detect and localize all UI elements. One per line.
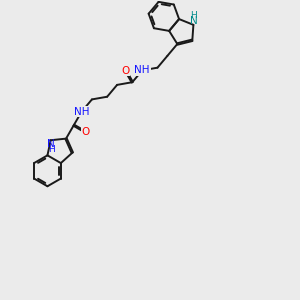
Text: N: N <box>47 139 55 149</box>
Text: O: O <box>122 66 130 76</box>
Text: NH: NH <box>74 107 89 117</box>
Text: N: N <box>190 16 197 26</box>
Text: H: H <box>190 11 197 20</box>
Text: NH: NH <box>134 65 150 75</box>
Text: O: O <box>81 127 89 137</box>
Text: H: H <box>48 145 55 154</box>
